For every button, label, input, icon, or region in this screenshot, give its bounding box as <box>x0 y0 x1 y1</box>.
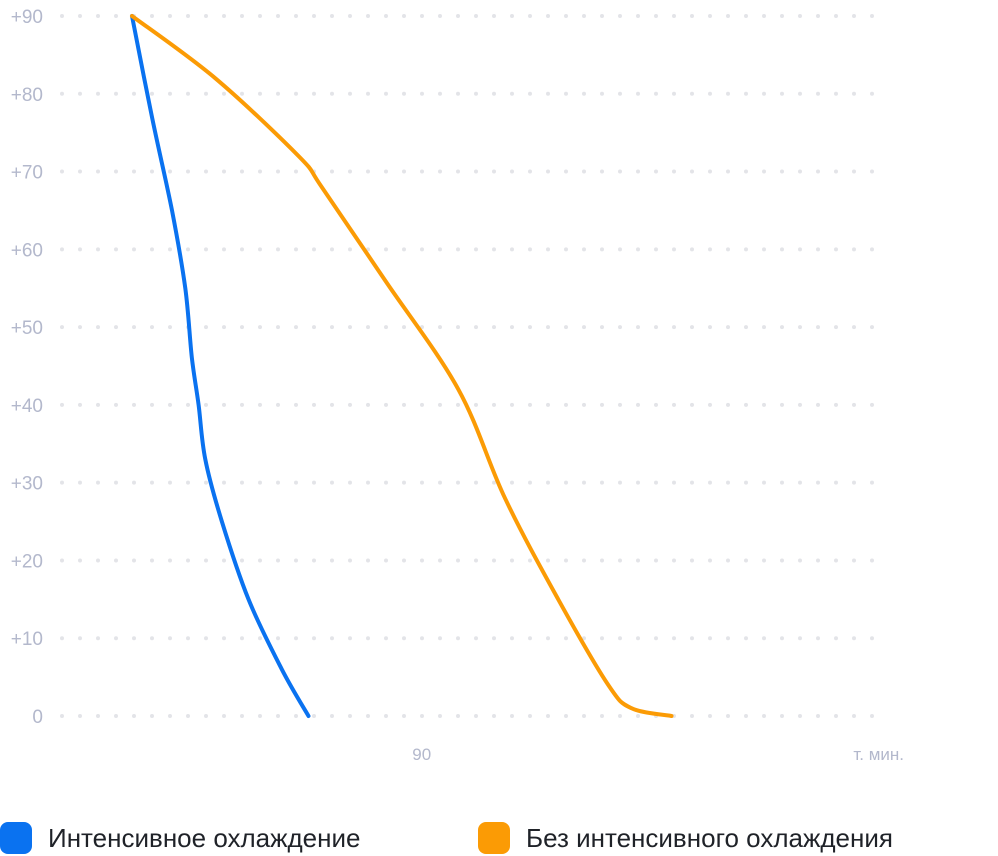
legend-swatch-intensive-cooling <box>0 822 32 854</box>
y-tick-label: 0 <box>32 707 43 728</box>
series-line-intensive-cooling <box>130 14 311 718</box>
legend-item-no-intensive-cooling: Без интенсивного охлаждения <box>478 820 893 856</box>
legend-swatch-no-intensive-cooling <box>478 822 510 854</box>
y-tick-label: +80 <box>11 85 43 106</box>
legend-item-intensive-cooling: Интенсивное охлаждение <box>0 820 360 856</box>
x-axis-label: т. мин. <box>853 745 904 764</box>
y-tick-label: +20 <box>11 551 43 572</box>
y-tick-label: +90 <box>11 7 43 28</box>
cooling-line-chart: 0 +10 +20 +30 +40 +50 +60 +70 +80 +90 90 т. мин. <box>11 7 904 764</box>
legend-label-intensive-cooling: Интенсивное охлаждение <box>48 822 361 853</box>
x-axis-tick-labels: 90 <box>412 745 431 764</box>
series-line-no-intensive-cooling <box>130 14 674 718</box>
x-tick-label: 90 <box>412 745 431 764</box>
y-tick-label: +30 <box>11 474 43 495</box>
y-tick-label: +70 <box>11 163 43 184</box>
legend-label-no-intensive-cooling: Без интенсивного охлаждения <box>526 822 893 853</box>
series-lines <box>130 14 674 718</box>
y-tick-label: +50 <box>11 318 43 339</box>
grid-lines <box>60 14 890 718</box>
chart-legend: Интенсивное охлаждение Без интенсивного … <box>0 820 998 856</box>
y-tick-label: +40 <box>11 396 43 417</box>
y-tick-label: +60 <box>11 240 43 261</box>
y-axis-tick-labels: 0 +10 +20 +30 +40 +50 +60 +70 +80 +90 <box>11 7 43 728</box>
y-tick-label: +10 <box>11 629 43 650</box>
